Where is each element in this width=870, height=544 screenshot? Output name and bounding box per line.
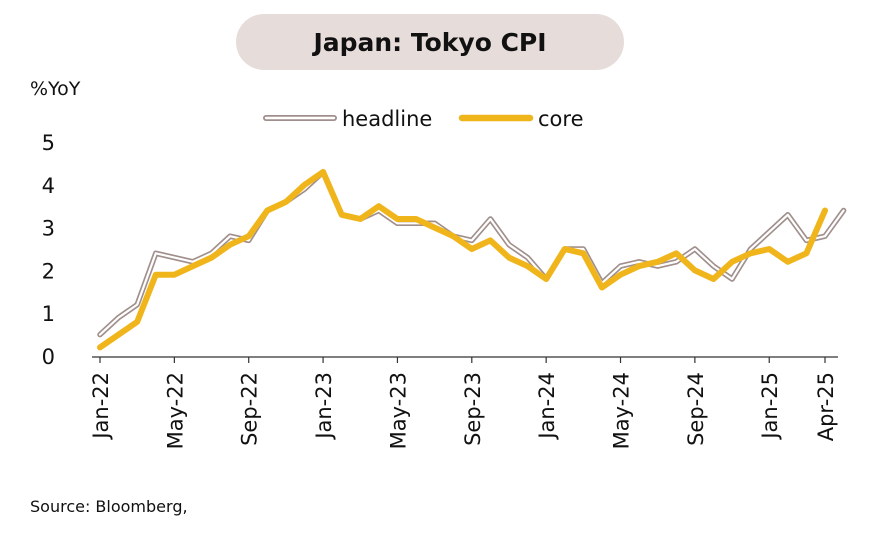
x-tick-label: Sep-23 bbox=[461, 372, 485, 446]
y-axis-unit-label: %YoY bbox=[30, 78, 81, 100]
x-tick-label: May-22 bbox=[163, 372, 187, 449]
y-tick-label: 5 bbox=[42, 131, 55, 155]
legend-label-core: core bbox=[538, 107, 584, 131]
x-tick-label: Apr-25 bbox=[814, 372, 838, 441]
y-tick-label: 4 bbox=[42, 174, 55, 198]
legend-item-headline: headline bbox=[263, 107, 432, 131]
y-axis: 0 1 2 3 4 5 bbox=[42, 131, 55, 369]
source-note: Source: Bloomberg, bbox=[30, 497, 188, 516]
y-tick-label: 2 bbox=[42, 259, 55, 283]
chart-title-pill: Japan: Tokyo CPI bbox=[236, 14, 624, 70]
y-tick-label: 0 bbox=[42, 345, 55, 369]
series-line-core bbox=[97, 169, 828, 351]
y-tick-label: 1 bbox=[42, 302, 55, 326]
x-tick-label: Sep-22 bbox=[238, 372, 262, 446]
x-tick-label: Jan-22 bbox=[89, 372, 113, 441]
x-tick-label: Jan-23 bbox=[312, 372, 336, 441]
x-tick-label: May-24 bbox=[610, 372, 634, 449]
legend-label-headline: headline bbox=[342, 107, 432, 131]
chart-title: Japan: Tokyo CPI bbox=[313, 27, 547, 57]
x-axis: Jan-22 May-22 Sep-22 Jan-23 May-23 Sep-23 Jan-… bbox=[89, 356, 838, 449]
series-core bbox=[97, 169, 828, 351]
series-headline bbox=[97, 169, 847, 338]
x-tick-label: Jan-24 bbox=[535, 372, 559, 441]
x-tick-label: May-23 bbox=[386, 372, 410, 449]
x-tick-label: Sep-24 bbox=[684, 372, 708, 446]
x-tick-label: Jan-25 bbox=[758, 372, 782, 441]
y-tick-label: 3 bbox=[42, 217, 55, 241]
legend-item-core: core bbox=[458, 107, 584, 131]
series-line-inner-headline bbox=[98, 170, 845, 336]
series-layer bbox=[97, 169, 847, 351]
legend: headline core bbox=[263, 107, 584, 131]
